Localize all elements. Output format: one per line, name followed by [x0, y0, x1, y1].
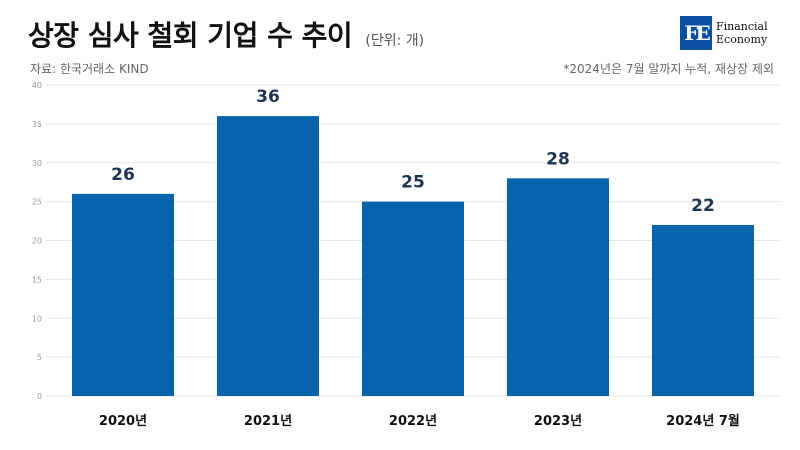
bar-1 — [217, 116, 319, 396]
y-tick-label-5: 25 — [32, 198, 42, 207]
x-tick-label-1: 2021년 — [244, 414, 292, 429]
y-tick-label-2: 10 — [32, 314, 42, 323]
logo-wordmark: Financial Economy — [716, 20, 768, 46]
y-tick-label-4: 20 — [32, 237, 42, 246]
logo-line-2: Economy — [716, 33, 768, 46]
logo-line-1: Financial — [716, 20, 768, 33]
data-label-2: 25 — [401, 173, 425, 193]
bar-2 — [362, 201, 464, 396]
logo-mark: FE — [680, 16, 712, 50]
y-tick-label-6: 30 — [32, 159, 42, 168]
data-label-1: 36 — [256, 87, 280, 107]
bar-0 — [72, 193, 174, 396]
x-tick-label-2: 2022년 — [389, 414, 437, 429]
bar-3 — [507, 178, 609, 396]
unit-label: (단위: 개) — [365, 33, 425, 49]
x-tick-label-0: 2020년 — [99, 414, 147, 429]
data-label-3: 28 — [546, 149, 570, 169]
footnote-text: *2024년은 7월 말까지 누적, 재상장 제외 — [563, 62, 774, 76]
data-label-0: 26 — [111, 165, 135, 185]
chart-title-text: 상장 심사 철회 기업 수 추이 — [28, 19, 353, 52]
chart-title: 상장 심사 철회 기업 수 추이 (단위: 개) — [28, 14, 424, 54]
y-tick-label-7: 35 — [32, 120, 42, 129]
x-tick-label-3: 2023년 — [534, 414, 582, 429]
bar-4 — [652, 224, 754, 396]
y-tick-label-0: 0 — [37, 392, 42, 401]
source-text: 자료: 한국거래소 KIND — [30, 62, 149, 76]
x-tick-label-4: 2024년 7월 — [666, 413, 740, 429]
y-tick-label-3: 15 — [32, 275, 42, 284]
data-label-4: 22 — [691, 196, 715, 216]
y-tick-label-8: 40 — [32, 81, 42, 90]
y-tick-label-1: 5 — [37, 353, 42, 362]
brand-logo: FE Financial Economy — [680, 16, 768, 50]
